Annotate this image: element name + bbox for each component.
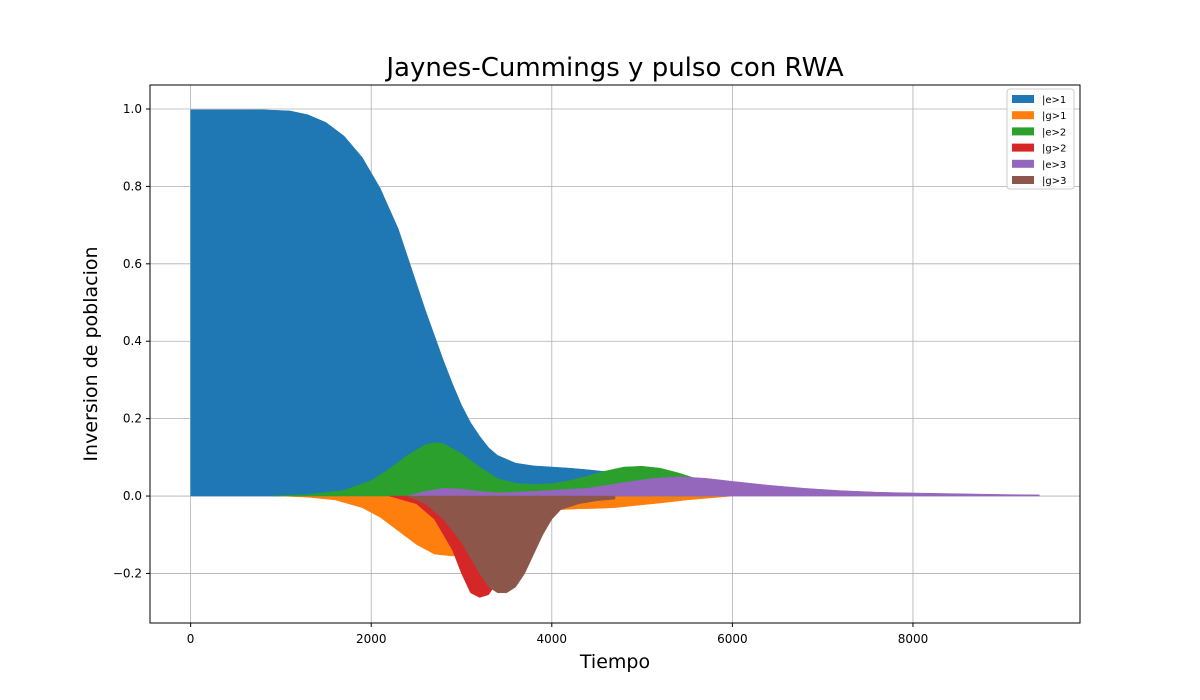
- x-tick-label-2: 4000: [537, 632, 568, 646]
- legend-label-0: |e>1: [1042, 95, 1066, 106]
- legend-label-5: |g>3: [1042, 176, 1066, 187]
- legend-label-3: |g>2: [1042, 144, 1066, 155]
- legend-label-4: |e>3: [1042, 160, 1066, 171]
- y-tick-label-2: 0.2: [123, 412, 142, 426]
- y-tick-label-0: −0.2: [113, 566, 142, 580]
- legend-swatch-3: [1012, 143, 1034, 152]
- legend: |e>1 |g>1 |e>2 |g>2 |e>3 |g>3: [1006, 88, 1075, 190]
- chart-title: Jaynes-Cummings y pulso con RWA: [384, 53, 844, 83]
- axes-frame: [149, 84, 1081, 624]
- x-tick-label-0: 0: [187, 632, 195, 646]
- x-tick-label-1: 2000: [356, 632, 387, 646]
- y-tick-label-6: 1.0: [123, 102, 142, 116]
- legend-swatch-4: [1012, 159, 1034, 168]
- legend-swatch-1: [1012, 111, 1034, 120]
- plot-area: 0 2000 4000 6000 8000 −0.2 0.0 0.2 0.4 0.6 0.8 1.0: [113, 84, 1081, 646]
- y-tick-label-4: 0.6: [123, 257, 142, 271]
- y-tick-label-3: 0.4: [123, 334, 142, 348]
- y-tick-label-1: 0.0: [123, 489, 142, 503]
- series-area-5: [407, 495, 616, 594]
- series-area-2: [271, 442, 715, 497]
- x-tick-label-3: 6000: [717, 632, 748, 646]
- y-tick-label-5: 0.8: [123, 179, 142, 193]
- legend-swatch-2: [1012, 127, 1034, 136]
- x-axis-title: Tiempo: [579, 651, 650, 673]
- legend-swatch-0: [1012, 95, 1034, 103]
- series-area-4: [407, 476, 1040, 497]
- legend-label-1: |g>1: [1042, 111, 1066, 122]
- y-axis-title: Inversion de poblacion: [80, 246, 102, 461]
- legend-swatch-5: [1012, 176, 1034, 184]
- x-tick-label-4: 8000: [898, 632, 929, 646]
- legend-label-2: |e>2: [1042, 127, 1066, 138]
- series-area-0: [190, 109, 607, 497]
